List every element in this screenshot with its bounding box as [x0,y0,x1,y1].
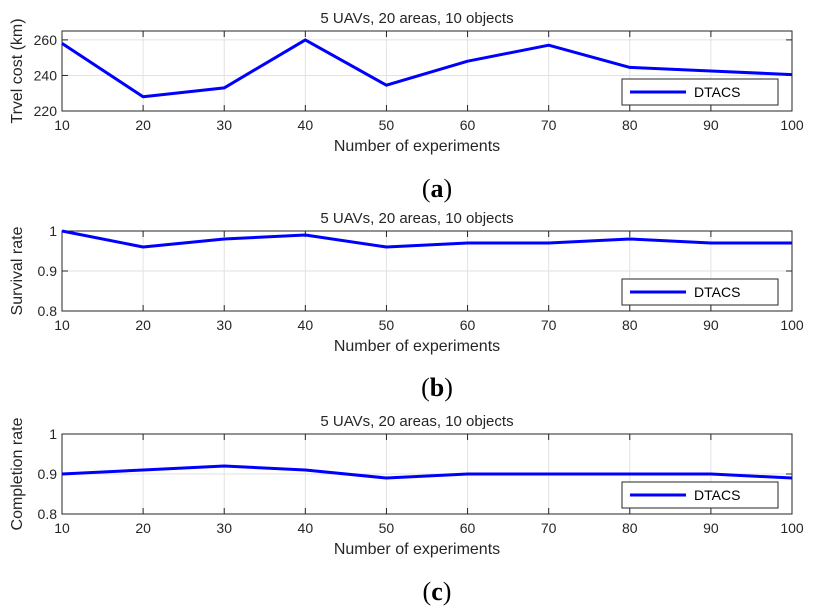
x-tick-label: 40 [298,520,314,536]
legend-entry: DTACS [694,284,740,300]
x-axis-label: Number of experiments [334,138,500,155]
series-line-dtacs [61,229,792,249]
y-tick-label: 0.8 [38,303,58,319]
x-tick-label: 90 [703,520,719,536]
y-tick-label: 1 [49,223,57,239]
y-tick-label: 260 [34,32,58,48]
chart-panel-a: 10 20 30 40 50 60 70 80 90 100 220 240 260 5 UAVs, 20… [9,10,804,203]
panel-label-letter: a [431,174,444,203]
panel-label-letter: b [430,373,444,402]
legend: DTACS [621,278,779,306]
x-tick-label: 30 [216,520,232,536]
panel-label-open: ( [423,577,432,606]
x-tick-label: 60 [460,117,476,133]
y-tick-label: 0.9 [38,466,58,482]
x-tick-label: 90 [703,117,719,133]
panel-label: (b) [421,373,453,402]
x-tick-label: 50 [379,317,395,333]
panel-label: (a) [422,174,452,203]
panel-label-close: ) [444,373,453,402]
y-axis-label: Trvel cost (km) [9,18,26,123]
x-tick-label: 40 [298,117,314,133]
x-tick-label: 80 [622,317,638,333]
x-tick-label: 100 [780,317,804,333]
x-tick-label: 30 [216,117,232,133]
x-tick-label: 80 [622,520,638,536]
x-tick-label: 90 [703,317,719,333]
legend-entry: DTACS [694,487,740,503]
y-axis-label: Survival rate [9,226,26,315]
x-tick-label: 20 [135,520,151,536]
x-tick-label: 70 [541,317,557,333]
x-tick-label: 80 [622,117,638,133]
axes-frame [61,30,793,112]
panel-label-open: ( [422,174,431,203]
y-tick-label: 220 [34,103,58,119]
y-axis-label: Completion rate [9,417,26,530]
legend: DTACS [621,481,779,509]
panel-label-open: ( [421,373,430,402]
chart-title: 5 UAVs, 20 areas, 10 objects [320,210,513,227]
series-line-dtacs [61,464,793,480]
chart-panel-b: 10 20 30 40 50 60 70 80 90 100 0.8 0.9 1 5 UAVs, 20 a… [9,210,804,402]
x-tick-label: 60 [460,317,476,333]
y-tick-label: 240 [34,67,58,83]
x-tick-label: 40 [298,317,314,333]
x-tick-label: 60 [460,520,476,536]
panel-label: (c) [423,577,452,606]
x-tick-label: 50 [379,117,395,133]
x-tick-label: 70 [541,520,557,536]
x-tick-label: 10 [54,317,70,333]
x-tick-label: 100 [780,520,804,536]
x-tick-label: 50 [379,520,395,536]
x-tick-label: 20 [135,317,151,333]
x-axis-label: Number of experiments [334,541,500,558]
x-tick-label: 30 [216,317,232,333]
panel-label-letter: c [431,577,443,606]
y-tick-label: 0.8 [38,506,58,522]
x-tick-label: 10 [54,117,70,133]
panel-label-close: ) [443,577,452,606]
y-tick-label: 1 [49,426,57,442]
x-tick-label: 20 [135,117,151,133]
panel-label-close: ) [444,174,453,203]
x-tick-label: 10 [54,520,70,536]
x-axis-label: Number of experiments [334,338,500,355]
y-tick-label: 0.9 [38,263,58,279]
chart-title: 5 UAVs, 20 areas, 10 objects [320,413,513,430]
legend-entry: DTACS [694,84,740,100]
legend: DTACS [621,78,779,106]
x-tick-label: 100 [780,117,804,133]
chart-title: 5 UAVs, 20 areas, 10 objects [320,10,513,27]
series-line-dtacs [61,38,793,99]
x-tick-label: 70 [541,117,557,133]
chart-panel-c: 10 20 30 40 50 60 70 80 90 100 0.8 0.9 1 5 UAVs, 20 a… [9,413,804,606]
